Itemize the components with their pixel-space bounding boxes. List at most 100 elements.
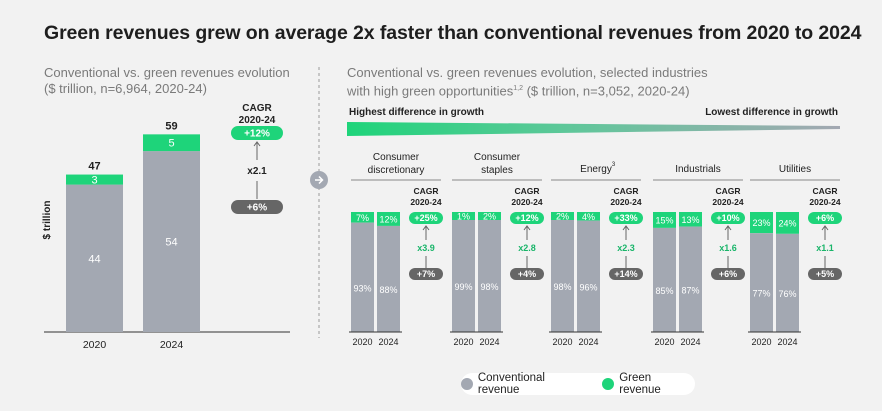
industry-x-label-staples-2024: 2024 bbox=[479, 337, 499, 347]
industry-x-label-utilities-2020: 2020 bbox=[751, 337, 771, 347]
right-subtitle-line1: Conventional vs. green revenues evolutio… bbox=[347, 65, 708, 80]
legend-item-green: Green revenue bbox=[602, 372, 695, 396]
industry-bar-green-industrials-2020 bbox=[653, 212, 676, 228]
industry-x-label-industrials-2024: 2024 bbox=[680, 337, 700, 347]
industry-value-conventional-discretionary-2024: 88% bbox=[379, 285, 397, 295]
left-cagr-title: CAGR bbox=[242, 103, 272, 114]
left-value-green-2024: 5 bbox=[168, 138, 174, 150]
left-total-2020: 47 bbox=[88, 161, 100, 173]
industry-cagr-title-industrials: CAGR bbox=[715, 186, 740, 196]
industry-cagr-arrow-top-discretionary-head bbox=[422, 225, 430, 231]
industry-cagr-conventional-staples-label: +4% bbox=[518, 269, 536, 279]
left-value-conventional-2024: 54 bbox=[165, 237, 177, 249]
left-cagr-arrow-top-head bbox=[253, 141, 261, 147]
left-y-axis-label: $ trillion bbox=[42, 201, 53, 240]
industry-value-green-industrials-2020: 15% bbox=[655, 215, 673, 225]
left-cagr-period: 2020-24 bbox=[239, 115, 276, 126]
industry-cagr-green-discretionary-pill bbox=[409, 212, 443, 224]
right-subtitle-footnote: 1,2 bbox=[513, 85, 523, 92]
industry-cagr-period-discretionary: 2020-24 bbox=[410, 197, 441, 207]
gradient-left-label: Highest difference in growth bbox=[349, 107, 484, 118]
industry-bar-conventional-energy-2020 bbox=[551, 220, 574, 332]
industry-name-industrials: Industrials bbox=[675, 164, 721, 175]
industry-bar-green-staples-2024 bbox=[478, 212, 501, 220]
industry-cagr-green-utilities-label: +6% bbox=[816, 213, 834, 223]
industry-cagr-green-utilities-pill bbox=[808, 212, 842, 224]
industry-multiplier-utilities: x1.1 bbox=[816, 243, 834, 253]
left-cagr-conventional-pill bbox=[231, 200, 283, 214]
industry-bar-conventional-discretionary-2020 bbox=[351, 222, 374, 332]
industry-cagr-conventional-discretionary-label: +7% bbox=[417, 269, 435, 279]
industry-bar-conventional-industrials-2020 bbox=[653, 227, 676, 332]
legend-label-green: Green revenue bbox=[619, 372, 661, 396]
industry-cagr-period-utilities: 2020-24 bbox=[809, 197, 840, 207]
industry-bar-conventional-industrials-2024 bbox=[679, 226, 702, 332]
industry-bar-green-energy-2024 bbox=[577, 212, 600, 221]
industry-bar-conventional-utilities-2020 bbox=[750, 233, 773, 332]
industry-value-green-discretionary-2024: 12% bbox=[379, 214, 397, 224]
legend-item-conventional: Conventional revenue bbox=[461, 372, 588, 396]
industry-bar-green-staples-2020 bbox=[452, 212, 475, 220]
industry-bar-conventional-staples-2020 bbox=[452, 220, 475, 332]
industry-value-green-utilities-2024: 24% bbox=[778, 218, 796, 228]
left-cagr-conventional-label: +6% bbox=[247, 203, 267, 214]
industry-name-staples: staples bbox=[481, 165, 513, 176]
left-cagr-multiplier: x2.1 bbox=[247, 166, 267, 177]
left-bar-green-2024 bbox=[143, 134, 200, 152]
industry-value-conventional-industrials-2024: 87% bbox=[681, 285, 699, 295]
industry-bar-green-discretionary-2020 bbox=[351, 212, 374, 223]
industry-value-green-utilities-2020: 23% bbox=[752, 218, 770, 228]
industry-x-label-discretionary-2024: 2024 bbox=[378, 337, 398, 347]
industry-cagr-period-industrials: 2020-24 bbox=[712, 197, 743, 207]
gradient-right-label: Lowest difference in growth bbox=[705, 107, 838, 118]
industry-cagr-conventional-staples-pill bbox=[510, 268, 544, 280]
divider-arrow-icon bbox=[315, 175, 324, 185]
industry-cagr-conventional-energy-pill bbox=[609, 268, 643, 280]
industry-cagr-period-energy: 2020-24 bbox=[610, 197, 641, 207]
industry-cagr-arrow-top-industrials-head bbox=[724, 225, 732, 231]
left-subtitle-line1: Conventional vs. green revenues evolutio… bbox=[44, 65, 290, 80]
industry-value-green-staples-2020: 1% bbox=[457, 212, 470, 222]
industry-cagr-arrow-top-energy-head bbox=[622, 225, 630, 231]
industry-x-label-staples-2020: 2020 bbox=[453, 337, 473, 347]
industry-cagr-conventional-energy-label: +14% bbox=[614, 269, 637, 279]
industry-cagr-title-staples: CAGR bbox=[514, 186, 539, 196]
industry-value-conventional-industrials-2020: 85% bbox=[655, 286, 673, 296]
industry-footnote-energy: 3 bbox=[612, 162, 616, 168]
industry-bar-green-utilities-2020 bbox=[750, 212, 773, 234]
industry-cagr-title-energy: CAGR bbox=[613, 186, 638, 196]
industry-cagr-conventional-industrials-label: +6% bbox=[719, 269, 737, 279]
right-subtitle-line2a: with high green opportunities bbox=[347, 83, 514, 99]
industry-multiplier-discretionary: x3.9 bbox=[417, 243, 435, 253]
industry-cagr-conventional-discretionary-pill bbox=[409, 268, 443, 280]
industry-name-line1-staples: Consumer bbox=[474, 152, 521, 163]
left-cagr-green-pill bbox=[231, 126, 283, 140]
industry-name-discretionary: discretionary bbox=[368, 165, 425, 176]
industry-value-conventional-energy-2024: 96% bbox=[579, 282, 597, 292]
legend-swatch-green bbox=[602, 378, 615, 390]
industry-cagr-title-discretionary: CAGR bbox=[413, 186, 438, 196]
industry-multiplier-energy: x2.3 bbox=[617, 243, 635, 253]
industry-cagr-green-discretionary-label: +25% bbox=[414, 213, 437, 223]
industry-cagr-green-staples-pill bbox=[510, 212, 544, 224]
industry-value-conventional-utilities-2020: 77% bbox=[752, 289, 770, 299]
left-bar-conventional-2020 bbox=[66, 184, 123, 332]
left-value-green-2020: 3 bbox=[91, 175, 97, 187]
left-value-conventional-2020: 44 bbox=[88, 253, 100, 265]
left-x-label-2024: 2024 bbox=[160, 339, 184, 351]
industry-name-line1-discretionary: Consumer bbox=[373, 152, 420, 163]
industry-cagr-green-staples-label: +12% bbox=[515, 213, 538, 223]
legend-swatch-conventional bbox=[461, 378, 473, 390]
industry-bar-green-industrials-2024 bbox=[679, 212, 702, 227]
industry-x-label-energy-2024: 2024 bbox=[578, 337, 598, 347]
industry-cagr-period-staples: 2020-24 bbox=[511, 197, 542, 207]
left-total-2024: 59 bbox=[165, 120, 177, 132]
industry-x-label-industrials-2020: 2020 bbox=[654, 337, 674, 347]
left-subtitle-line2: ($ trillion, n=6,964, 2020-24) bbox=[44, 81, 207, 96]
industry-value-conventional-staples-2020: 99% bbox=[454, 282, 472, 292]
industry-cagr-green-energy-label: +33% bbox=[614, 213, 637, 223]
industry-cagr-green-industrials-pill bbox=[711, 212, 745, 224]
industry-bar-conventional-staples-2024 bbox=[478, 220, 501, 332]
industry-value-green-staples-2024: 2% bbox=[483, 212, 496, 222]
